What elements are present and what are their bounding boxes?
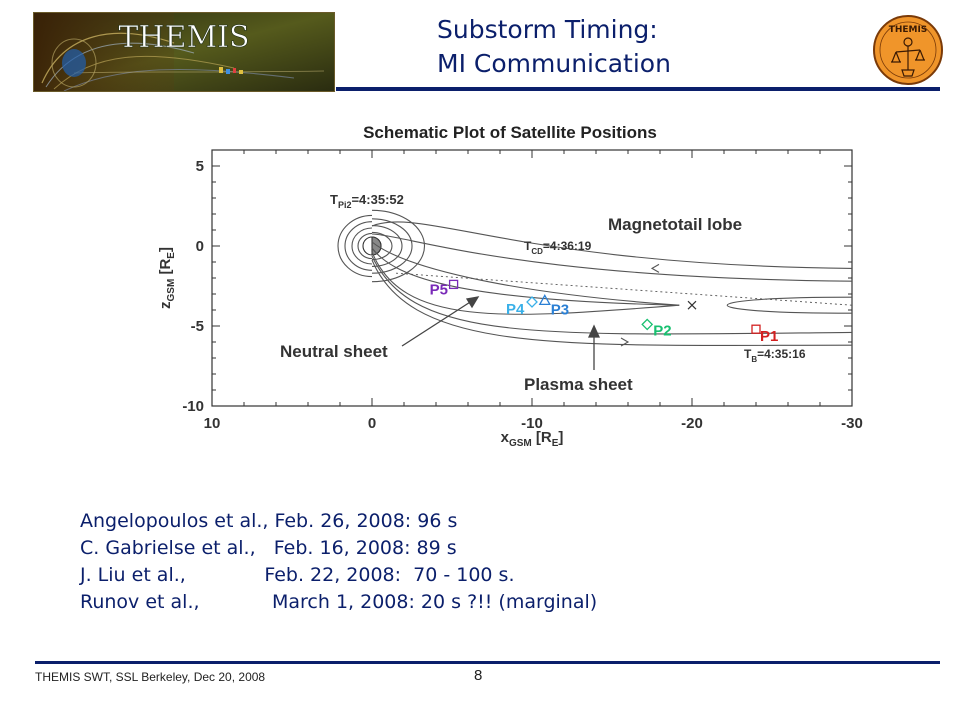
result-line: Runov et al., March 1, 2008: 20 s ?!! (m… [80, 591, 598, 613]
dayside-field-loop [351, 227, 373, 265]
tail-field-line [371, 221, 853, 269]
y-axis-label: zGSM [RE] [157, 247, 177, 309]
x-axis-label: xGSM [RE] [501, 429, 564, 449]
result-line: C. Gabrielse et al., Feb. 16, 2008: 89 s [80, 537, 457, 559]
nightside-field-loop [371, 209, 426, 283]
tail-field-line [371, 259, 853, 347]
satellite-label-p4: P4 [506, 301, 525, 318]
tick-labels: 10 0 -10 -20 -30 5 0 -5 -10 [182, 158, 863, 432]
tail-field-line [371, 247, 680, 306]
footer-text: THEMIS SWT, SSL Berkeley, Dec 20, 2008 [35, 670, 266, 684]
neutral-sheet-line [395, 272, 853, 306]
themis-logo: THEMIS [33, 12, 335, 92]
slide-title: Substorm Timing: MI Communication [437, 13, 671, 81]
field-lines [337, 209, 853, 347]
emblem-text: THEMIS [889, 25, 928, 35]
timing-results-list: Angelopoulos et al., Feb. 26, 2008: 96 s… [80, 508, 597, 616]
tpi2-annotation: TPi2=4:35:52 [330, 192, 404, 210]
satellite-position-plot: Schematic Plot of Satellite Positions 10… [148, 112, 872, 482]
x-tick-label: -20 [681, 415, 703, 432]
result-line: Angelopoulos et al., Feb. 26, 2008: 96 s [80, 510, 458, 532]
scales-of-justice-icon [891, 37, 925, 77]
satellite-label-p2: P2 [653, 322, 671, 339]
tail-field-line [371, 255, 853, 335]
tcd-annotation: TCD=4:36:19 [524, 239, 592, 256]
y-tick-label: -5 [191, 318, 204, 335]
x-tick-label: 10 [204, 415, 221, 432]
satellite-label-p3: P3 [551, 301, 569, 318]
x-tick-label: -10 [521, 415, 543, 432]
satellite-points: P1 P2 P3 P4 P5 [430, 279, 778, 345]
plasma-sheet-label: Plasma sheet [524, 375, 633, 394]
y-tick-label: -10 [182, 398, 204, 415]
field-direction-arrow [650, 263, 660, 273]
themis-emblem: THEMIS [872, 14, 944, 86]
neutral-sheet-label: Neutral sheet [280, 342, 388, 361]
plot-svg: Schematic Plot of Satellite Positions 10… [157, 123, 863, 449]
header-rule [336, 87, 940, 91]
satellite-label-p1: P1 [760, 328, 778, 345]
chart-title: Schematic Plot of Satellite Positions [363, 123, 657, 142]
plot-frame [211, 149, 853, 407]
result-line: J. Liu et al., Feb. 22, 2008: 70 - 100 s… [80, 564, 515, 586]
field-direction-arrow [620, 337, 630, 347]
x-tick-label: 0 [368, 415, 376, 432]
tail-field-line [371, 251, 680, 315]
nightside-field-loop [371, 225, 403, 267]
nightside-field-loop [371, 231, 393, 261]
axis-ticks [211, 149, 853, 407]
logo-graphic: THEMIS [34, 13, 334, 91]
title-line-1: Substorm Timing: [437, 15, 658, 44]
y-tick-label: 5 [196, 158, 204, 175]
footer-rule [35, 661, 940, 664]
dayside-field-loop [337, 214, 373, 278]
satellite-marker-p1 [751, 324, 761, 334]
satellite-marker-p4 [526, 296, 538, 308]
tail-field-line [371, 233, 853, 282]
tb-annotation: TB=4:35:16 [744, 347, 806, 364]
nightside-field-loop [371, 218, 413, 274]
title-line-2: MI Communication [437, 49, 671, 78]
y-tick-label: 0 [196, 238, 204, 255]
dayside-field-loop [357, 232, 373, 260]
lobe-label: Magnetotail lobe [608, 215, 742, 234]
tail-field-line [371, 241, 680, 306]
satellite-label-p5: P5 [430, 281, 448, 298]
earth-nightside [371, 236, 382, 256]
satellite-marker-p5 [448, 279, 459, 290]
x-line-marker [687, 300, 697, 310]
annotation-arrows [401, 296, 601, 370]
page-number: 8 [474, 667, 483, 684]
dayside-field-loop [344, 221, 373, 271]
satellite-marker-p2 [641, 318, 654, 331]
logo-text: THEMIS [118, 20, 249, 55]
reconnection-loop [726, 296, 853, 314]
satellite-marker-p3 [538, 294, 551, 306]
x-tick-label: -30 [841, 415, 863, 432]
